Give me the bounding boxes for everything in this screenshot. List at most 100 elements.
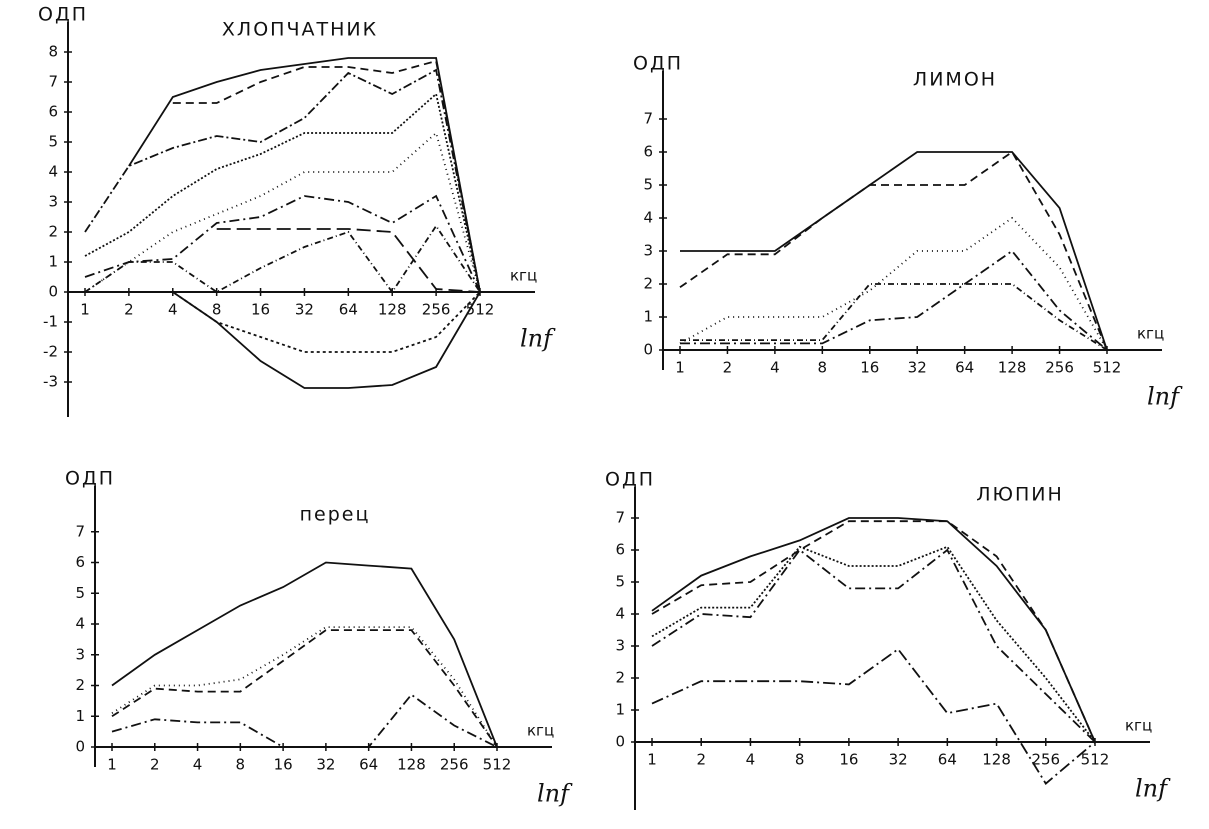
y-tick-label: 5 bbox=[643, 176, 653, 194]
x-tick-label: 1 bbox=[675, 359, 685, 377]
data-line bbox=[651, 545, 1096, 743]
y-tick-label: 7 bbox=[643, 110, 653, 128]
x-tick-label: 2 bbox=[150, 756, 160, 774]
y-tick-label: 2 bbox=[75, 676, 85, 694]
x-tick-label: 2 bbox=[124, 301, 134, 319]
x-tick-label: 128 bbox=[397, 756, 426, 774]
y-tick-label: 3 bbox=[75, 645, 85, 663]
x-scale-label: lnf bbox=[520, 325, 556, 353]
x-tick-label: 32 bbox=[316, 756, 335, 774]
y-tick-label: 4 bbox=[615, 605, 625, 623]
data-line bbox=[680, 283, 1108, 351]
x-tick-label: 32 bbox=[889, 751, 908, 769]
data-line bbox=[216, 228, 481, 293]
y-tick-label: 3 bbox=[643, 242, 653, 260]
y-tick-label: 3 bbox=[48, 193, 58, 211]
data-line bbox=[111, 629, 498, 748]
y-tick-label: 4 bbox=[643, 209, 653, 227]
x-scale-label: lnf bbox=[1147, 383, 1183, 411]
x-tick-label: 256 bbox=[422, 301, 451, 319]
y-tick-label: 0 bbox=[643, 341, 653, 359]
data-line bbox=[111, 693, 498, 748]
x-tick-label: 16 bbox=[860, 359, 879, 377]
x-tick-label: 512 bbox=[483, 756, 512, 774]
data-line bbox=[679, 150, 1108, 351]
y-tick-label: 6 bbox=[643, 143, 653, 161]
y-tick-label: 2 bbox=[48, 223, 58, 241]
data-line bbox=[85, 291, 481, 353]
y-axis-label: ОДП bbox=[65, 468, 115, 490]
y-tick-label: 6 bbox=[615, 541, 625, 559]
x-tick-label: 64 bbox=[938, 751, 957, 769]
x-tick-label: 8 bbox=[212, 301, 222, 319]
x-tick-label: 64 bbox=[359, 756, 378, 774]
x-tick-label: 4 bbox=[193, 756, 203, 774]
data-line bbox=[651, 548, 1096, 743]
y-tick-label: 4 bbox=[75, 615, 85, 633]
data-line bbox=[84, 194, 481, 293]
data-line bbox=[651, 520, 1096, 743]
y-tick-label: 6 bbox=[48, 103, 58, 121]
data-line bbox=[111, 561, 498, 748]
x-tick-label: 2 bbox=[723, 359, 733, 377]
y-tick-label: 2 bbox=[615, 669, 625, 687]
x-tick-label: 8 bbox=[818, 359, 828, 377]
y-tick-label: 0 bbox=[48, 283, 58, 301]
x-tick-label: 16 bbox=[839, 751, 858, 769]
data-line bbox=[651, 517, 1096, 743]
data-line bbox=[172, 59, 481, 293]
x-tick-label: 16 bbox=[251, 301, 270, 319]
data-line bbox=[680, 249, 1108, 351]
x-tick-label: 128 bbox=[998, 359, 1027, 377]
y-tick-label: 5 bbox=[615, 573, 625, 591]
x-tick-label: 128 bbox=[378, 301, 407, 319]
x-tick-label: 64 bbox=[955, 359, 974, 377]
chart-title: ХЛОПЧАТНИК bbox=[222, 19, 378, 41]
y-axis-label: ОДП bbox=[605, 469, 655, 491]
y-tick-label: 3 bbox=[615, 637, 625, 655]
x-tick-label: 32 bbox=[908, 359, 927, 377]
data-line bbox=[84, 92, 481, 293]
y-axis-label: ОДП bbox=[38, 4, 88, 26]
y-tick-label: -1 bbox=[43, 313, 58, 331]
y-tick-label: 0 bbox=[615, 733, 625, 751]
x-tick-label: 2 bbox=[696, 751, 706, 769]
chart-title: перец bbox=[300, 504, 371, 526]
y-tick-label: 4 bbox=[48, 163, 58, 181]
data-line bbox=[85, 291, 481, 389]
y-tick-label: 7 bbox=[615, 509, 625, 527]
y-tick-label: 6 bbox=[75, 553, 85, 571]
x-tick-label: 4 bbox=[746, 751, 756, 769]
data-line bbox=[84, 68, 481, 293]
y-tick-label: 7 bbox=[48, 73, 58, 91]
x-tick-label: 512 bbox=[1093, 359, 1122, 377]
x-scale-label: lnf bbox=[1135, 775, 1171, 803]
chart-title: ЛЮПИН bbox=[976, 484, 1064, 506]
x-axis-label: кгц bbox=[510, 267, 537, 285]
x-tick-label: 256 bbox=[440, 756, 469, 774]
data-line bbox=[651, 647, 1096, 785]
x-tick-label: 4 bbox=[168, 301, 178, 319]
y-tick-label: 2 bbox=[643, 275, 653, 293]
x-tick-label: 32 bbox=[295, 301, 314, 319]
x-tick-label: 8 bbox=[795, 751, 805, 769]
data-line bbox=[84, 224, 481, 294]
x-axis-label: кгц bbox=[527, 722, 554, 740]
y-tick-label: 1 bbox=[615, 701, 625, 719]
y-tick-label: 1 bbox=[75, 707, 85, 725]
y-tick-label: 1 bbox=[48, 253, 58, 271]
y-tick-label: 5 bbox=[75, 584, 85, 602]
y-tick-label: -2 bbox=[43, 343, 58, 361]
y-tick-label: 0 bbox=[75, 738, 85, 756]
x-tick-label: 16 bbox=[274, 756, 293, 774]
x-scale-label: lnf bbox=[537, 780, 573, 808]
x-tick-label: 8 bbox=[236, 756, 246, 774]
x-axis-label: кгц bbox=[1137, 325, 1164, 343]
x-tick-label: 1 bbox=[647, 751, 657, 769]
x-tick-label: 256 bbox=[1045, 359, 1074, 377]
x-tick-label: 1 bbox=[107, 756, 117, 774]
x-tick-label: 1 bbox=[80, 301, 90, 319]
x-tick-label: 4 bbox=[770, 359, 780, 377]
y-tick-label: -3 bbox=[43, 373, 58, 391]
